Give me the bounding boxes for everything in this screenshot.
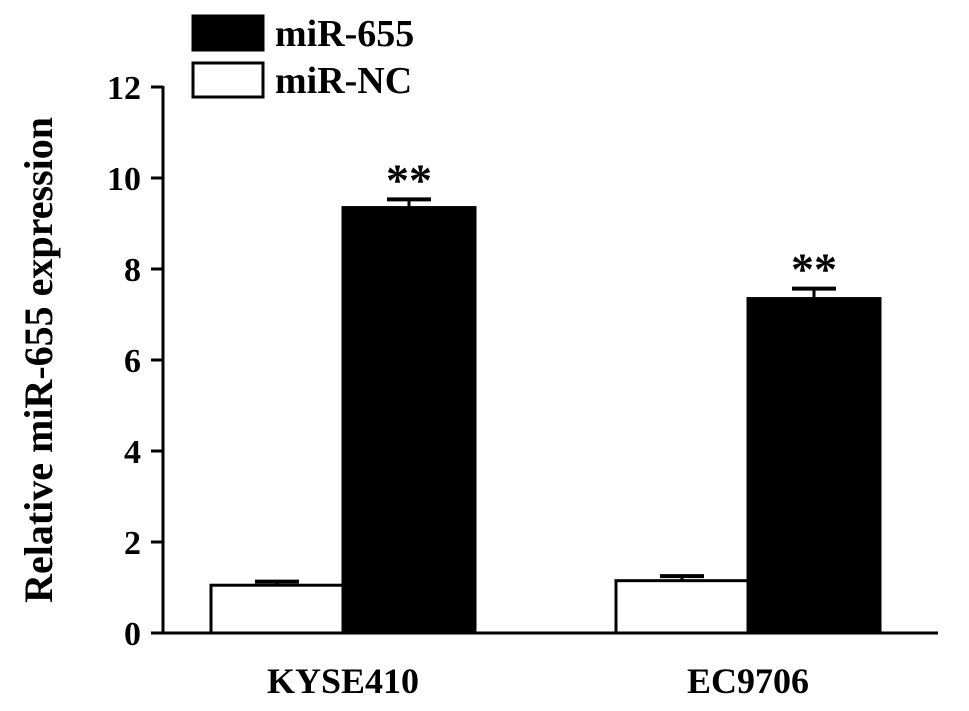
y-axis-title: Relative miR-655 expression (16, 117, 61, 603)
legend: miR-655 miR-NC (191, 13, 414, 102)
y-tick-label: 10 (107, 161, 141, 198)
y-tick-label: 4 (124, 434, 141, 471)
legend-swatch-mir-655 (191, 14, 265, 52)
significance-marker: ** (386, 154, 432, 205)
y-tick-label: 6 (124, 343, 141, 380)
y-tick-label: 12 (107, 70, 141, 107)
y-tick-label: 0 (124, 616, 141, 653)
legend-label: miR-NC (275, 60, 412, 102)
significance-marker: ** (791, 244, 837, 295)
category-label: KYSE410 (267, 661, 419, 701)
bar-mir-655-ec9706 (746, 297, 882, 635)
legend-swatch-mir-nc (191, 61, 265, 99)
annotations: ** ** (386, 154, 837, 294)
category-label: EC9706 (687, 661, 809, 701)
bar-mir-nc-ec9706 (614, 579, 750, 635)
y-tick-label: 8 (124, 252, 141, 289)
bar-mir-655-kyse410 (341, 206, 477, 635)
bar-mir-nc-kyse410 (209, 583, 345, 635)
category-labels: KYSE410 EC9706 (267, 661, 809, 701)
bars (209, 206, 882, 635)
y-tick-label: 2 (124, 525, 141, 562)
error-bars (255, 197, 836, 586)
legend-label: miR-655 (275, 13, 414, 55)
y-ticks: 0 2 4 6 8 10 12 (107, 70, 163, 653)
